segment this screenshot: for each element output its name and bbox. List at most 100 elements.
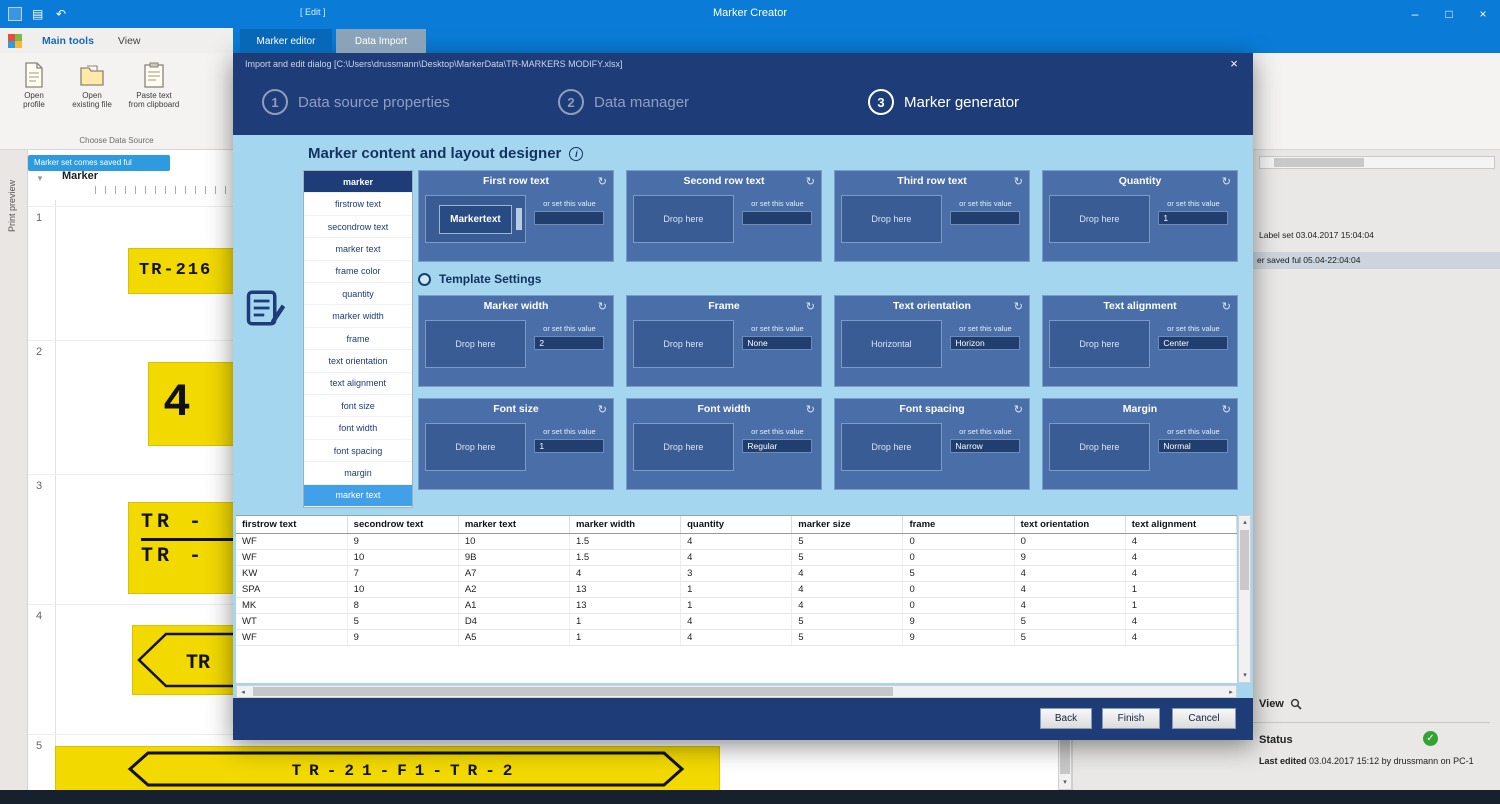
column-header[interactable]: quantity	[680, 516, 793, 534]
selected-info-row[interactable]: er saved ful 05.04-22:04:04	[1249, 252, 1500, 269]
wizard-step-3[interactable]: 3 Marker generator	[868, 89, 1019, 115]
cancel-button[interactable]: Cancel	[1172, 708, 1236, 729]
close-button[interactable]: ×	[1479, 7, 1487, 21]
open-existing-button[interactable]: Open existing file	[64, 58, 120, 134]
back-button[interactable]: Back	[1040, 708, 1092, 729]
field-item[interactable]: font spacing	[304, 440, 412, 463]
preview-column-header[interactable]: Marker	[62, 170, 99, 182]
filter-icon[interactable]: ▼	[36, 174, 44, 183]
table-row[interactable]: KW 7 A7 4 3 4 5 4 4	[236, 565, 1237, 582]
scroll-thumb[interactable]	[1060, 734, 1070, 774]
reset-icon[interactable]: ↻	[805, 301, 815, 313]
reset-icon[interactable]: ↻	[1221, 301, 1231, 313]
field-item[interactable]: text orientation	[304, 350, 412, 373]
reset-icon[interactable]: ↻	[597, 404, 607, 416]
grid-horizontal-scrollbar[interactable]: ◂ ▸	[236, 685, 1237, 698]
value-input[interactable]: Regular	[742, 439, 813, 453]
table-row[interactable]: SPA 10 A2 13 1 4 0 4 1	[236, 581, 1237, 598]
reset-icon[interactable]: ↻	[597, 176, 607, 188]
magnifier-icon[interactable]	[1290, 698, 1302, 710]
reset-icon[interactable]: ↻	[805, 176, 815, 188]
value-input[interactable]: 2	[534, 336, 605, 350]
field-item[interactable]: text alignment	[304, 373, 412, 396]
drop-zone[interactable]: Drop here	[633, 423, 734, 471]
table-row[interactable]: WF 9 A5 1 4 5 9 5 4	[236, 629, 1237, 646]
value-input[interactable]: Narrow	[950, 439, 1021, 453]
scroll-down-icon[interactable]: ▾	[1243, 672, 1247, 679]
tab-data-import[interactable]: Data Import	[336, 29, 426, 53]
value-input[interactable]	[534, 211, 605, 225]
panel-horizontal-scrollbar[interactable]	[1259, 156, 1495, 169]
column-header[interactable]: frame	[902, 516, 1015, 534]
field-item[interactable]: margin	[304, 462, 412, 485]
tab-main-tools[interactable]: Main tools	[42, 34, 94, 47]
column-header[interactable]: firstrow text	[236, 516, 348, 534]
field-item[interactable]: marker text	[304, 484, 412, 508]
column-header[interactable]: text alignment	[1125, 516, 1237, 534]
field-item[interactable]: secondrow text	[304, 216, 412, 239]
reset-icon[interactable]: ↻	[1221, 404, 1231, 416]
column-header[interactable]: marker size	[791, 516, 904, 534]
wizard-step-1[interactable]: 1 Data source properties	[262, 89, 450, 115]
table-row[interactable]: WF 10 9B 1.5 4 5 0 9 4	[236, 549, 1237, 566]
drop-zone[interactable]: Drop here	[1049, 320, 1150, 368]
scroll-up-icon[interactable]: ▴	[1243, 519, 1247, 526]
scroll-thumb[interactable]	[253, 687, 893, 696]
value-input[interactable]	[742, 211, 813, 225]
value-input[interactable]	[950, 211, 1021, 225]
template-settings-toggle[interactable]: Template Settings	[418, 268, 541, 290]
drop-zone[interactable]: Drop here	[841, 423, 942, 471]
tab-marker-editor[interactable]: Marker editor	[240, 29, 332, 53]
drop-zone[interactable]: Drop here	[633, 195, 734, 243]
app-logo-icon[interactable]	[8, 33, 22, 48]
field-item[interactable]: marker width	[304, 305, 412, 328]
drop-zone[interactable]: Drop here	[425, 423, 526, 471]
paste-clipboard-button[interactable]: Paste text from clipboard	[126, 58, 182, 134]
field-item[interactable]: frame	[304, 328, 412, 351]
scroll-thumb[interactable]	[1274, 158, 1364, 167]
drop-zone[interactable]: Drop here	[1049, 195, 1150, 243]
save-icon[interactable]: ▤	[32, 7, 44, 21]
field-item[interactable]: font size	[304, 395, 412, 418]
drop-zone[interactable]: Markertext	[425, 195, 526, 243]
value-input[interactable]: 1	[534, 439, 605, 453]
finish-button[interactable]: Finish	[1102, 708, 1160, 729]
field-item[interactable]: marker	[304, 171, 412, 194]
drop-zone[interactable]: Drop here	[425, 320, 526, 368]
scroll-left-icon[interactable]: ◂	[241, 689, 245, 696]
marker-label[interactable]: TR-21-F1-TR-2	[55, 746, 720, 792]
value-input[interactable]: Center	[1158, 336, 1229, 350]
print-preview-tab[interactable]: Print preview	[7, 180, 17, 233]
scroll-down-icon[interactable]: ▾	[1063, 779, 1067, 786]
reset-icon[interactable]: ↻	[1013, 301, 1023, 313]
column-header[interactable]: marker width	[569, 516, 682, 534]
marker-set-status-pill[interactable]: Marker set comes saved ful	[28, 155, 170, 171]
table-row[interactable]: WF 9 10 1.5 4 5 0 0 4	[236, 533, 1237, 550]
dialog-close-button[interactable]: ×	[1230, 56, 1238, 71]
scroll-thumb[interactable]	[1240, 530, 1249, 590]
table-row[interactable]: WT 5 D4 1 4 5 9 5 4	[236, 613, 1237, 630]
reset-icon[interactable]: ↻	[1013, 404, 1023, 416]
field-item[interactable]: frame color	[304, 261, 412, 284]
drop-zone[interactable]: Horizontal	[841, 320, 942, 368]
value-input[interactable]: Horizon	[950, 336, 1021, 350]
undo-icon[interactable]: ↶	[56, 7, 67, 21]
reset-icon[interactable]: ↻	[1013, 176, 1023, 188]
value-input[interactable]: Normal	[1158, 439, 1229, 453]
field-item[interactable]: firstrow text	[304, 193, 412, 216]
reset-icon[interactable]: ↻	[805, 404, 815, 416]
column-header[interactable]: marker text	[458, 516, 570, 534]
grid-vertical-scrollbar[interactable]: ▴ ▾	[1238, 515, 1251, 683]
reset-icon[interactable]: ↻	[1221, 176, 1231, 188]
minimize-button[interactable]: –	[1411, 7, 1419, 21]
radio-icon[interactable]	[418, 272, 431, 286]
field-item[interactable]: quantity	[304, 283, 412, 306]
info-icon[interactable]: i	[569, 146, 584, 161]
drag-handle-icon[interactable]	[515, 208, 522, 230]
tab-view[interactable]: View	[117, 34, 141, 47]
reset-icon[interactable]: ↻	[597, 301, 607, 313]
maximize-button[interactable]: □	[1445, 7, 1453, 21]
wizard-step-2[interactable]: 2 Data manager	[558, 89, 689, 115]
field-item[interactable]: marker text	[304, 238, 412, 261]
field-item[interactable]: font width	[304, 417, 412, 440]
